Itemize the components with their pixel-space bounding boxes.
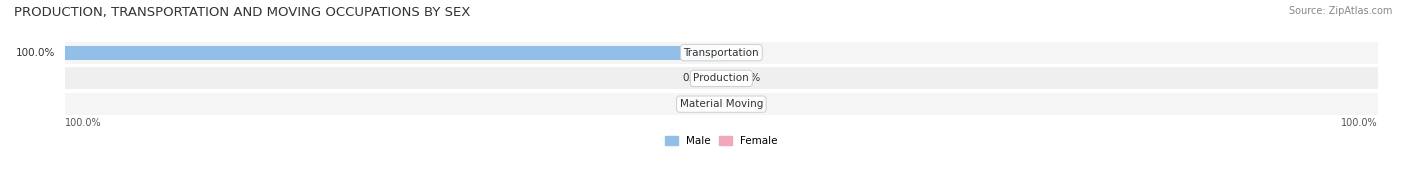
Bar	[65, 42, 1378, 64]
Text: 0.0%: 0.0%	[734, 48, 761, 58]
Bar	[65, 93, 1378, 115]
Text: PRODUCTION, TRANSPORTATION AND MOVING OCCUPATIONS BY SEX: PRODUCTION, TRANSPORTATION AND MOVING OC…	[14, 6, 471, 19]
Text: Transportation: Transportation	[683, 48, 759, 58]
Text: 0.0%: 0.0%	[734, 74, 761, 83]
Text: 100.0%: 100.0%	[65, 118, 101, 128]
Text: Source: ZipAtlas.com: Source: ZipAtlas.com	[1288, 6, 1392, 16]
Text: Material Moving: Material Moving	[679, 99, 763, 109]
Bar	[65, 46, 721, 60]
Text: 0.0%: 0.0%	[734, 99, 761, 109]
Text: 100.0%: 100.0%	[15, 48, 55, 58]
Text: 100.0%: 100.0%	[1341, 118, 1378, 128]
Text: 0.0%: 0.0%	[682, 99, 709, 109]
Bar	[65, 67, 1378, 89]
Legend: Male, Female: Male, Female	[662, 133, 780, 149]
Text: Production: Production	[693, 74, 749, 83]
Text: 0.0%: 0.0%	[682, 74, 709, 83]
